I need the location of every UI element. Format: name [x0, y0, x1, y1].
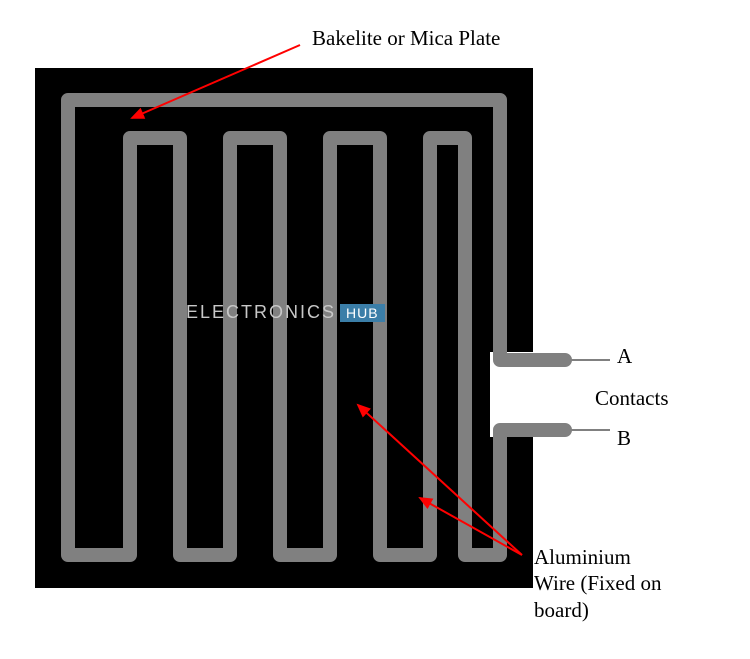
label-plate: Bakelite or Mica Plate [312, 25, 500, 51]
label-contacts: Contacts [595, 385, 669, 411]
label-contact-b: B [617, 425, 631, 451]
label-wire-l2: Wire (Fixed on [534, 571, 661, 595]
watermark-box: HUB [340, 304, 385, 322]
label-wire-l1: Aluminium [534, 545, 631, 569]
label-wire: Aluminium Wire (Fixed on board) [534, 544, 661, 623]
diagram-container: Bakelite or Mica Plate A B Contacts Alum… [0, 0, 750, 659]
watermark-text: ELECTRONICS [186, 302, 336, 322]
label-wire-l3: board) [534, 598, 589, 622]
watermark: ELECTRONICSHUB [186, 302, 385, 323]
label-contact-a: A [617, 343, 632, 369]
